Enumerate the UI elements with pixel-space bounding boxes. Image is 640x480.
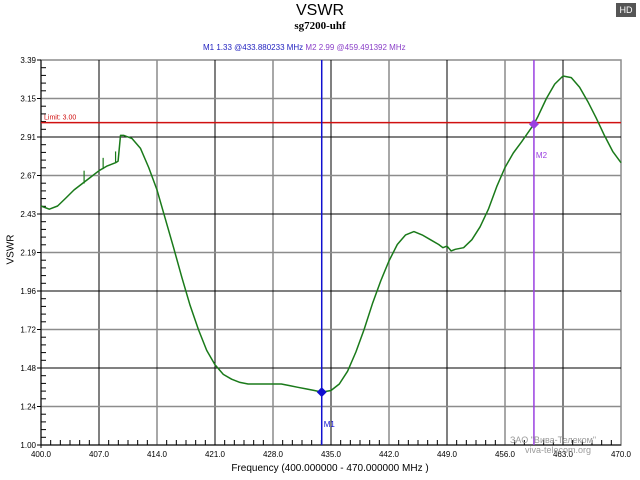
x-tick-label: 435.0 bbox=[321, 450, 342, 459]
x-tick-label: 470.0 bbox=[611, 450, 632, 459]
y-tick-label: 2.19 bbox=[20, 249, 36, 258]
axis-ticks bbox=[37, 59, 621, 448]
marker-diamond-m2 bbox=[528, 119, 539, 130]
x-tick-label: 449.0 bbox=[437, 450, 458, 459]
chart-subtitle: sg7200-uhf bbox=[294, 20, 346, 32]
vswr-trace-line bbox=[40, 75, 622, 393]
limit-label: Limit: 3.00 bbox=[44, 115, 76, 122]
y-tick-label: 2.67 bbox=[20, 172, 36, 181]
chart-title: VSWR bbox=[296, 2, 344, 19]
watermark-url: viva-telecom.org bbox=[525, 445, 592, 455]
x-tick-label: 421.0 bbox=[205, 450, 226, 459]
tick-labels: 400.0 407.0 414.0 421.0 428.0 435.0 442.0 449.0… bbox=[20, 56, 631, 459]
x-axis-label: Frequency (400.000000 - 470.000000 MHz ) bbox=[231, 463, 429, 474]
y-tick-label: 2.43 bbox=[20, 210, 36, 219]
hd-badge[interactable]: HD bbox=[616, 3, 636, 17]
x-tick-label: 414.0 bbox=[147, 450, 168, 459]
watermark-company: ЗАО "Вива-Телеком" bbox=[510, 435, 597, 445]
y-tick-label: 1.96 bbox=[20, 287, 36, 296]
vswr-trace bbox=[40, 75, 622, 393]
marker2-readout: M2 2.99 @459.491392 MHz bbox=[305, 43, 406, 52]
y-axis-label: VSWR bbox=[5, 234, 17, 265]
x-tick-label: 456.0 bbox=[495, 450, 516, 459]
x-tick-label: 407.0 bbox=[89, 450, 110, 459]
y-tick-label: 1.48 bbox=[20, 364, 36, 373]
y-tick-label: 1.24 bbox=[20, 403, 36, 412]
grid-lines bbox=[40, 59, 622, 446]
y-tick-label: 2.91 bbox=[20, 133, 36, 142]
marker-lines[interactable]: M1 M2 bbox=[316, 60, 548, 445]
limit-line: Limit: 3.00 bbox=[41, 115, 621, 124]
y-tick-label: 3.39 bbox=[20, 56, 36, 65]
marker-readout: M1 1.33 @433.880233 MHz M2 2.99 @459.491… bbox=[203, 43, 406, 52]
marker-diamond-m1 bbox=[316, 387, 327, 398]
x-tick-label: 442.0 bbox=[379, 450, 400, 459]
y-tick-label: 3.15 bbox=[20, 95, 36, 104]
x-tick-label: 428.0 bbox=[263, 450, 284, 459]
x-tick-label: 463.0 bbox=[553, 450, 574, 459]
marker-label-m1: M1 bbox=[324, 420, 336, 429]
marker1-readout: M1 1.33 @433.880233 MHz bbox=[203, 43, 304, 52]
y-tick-label: 1.72 bbox=[20, 326, 36, 335]
x-tick-label: 400.0 bbox=[31, 450, 52, 459]
marker-label-m2: M2 bbox=[536, 151, 548, 160]
y-tick-label: 1.00 bbox=[20, 441, 36, 450]
